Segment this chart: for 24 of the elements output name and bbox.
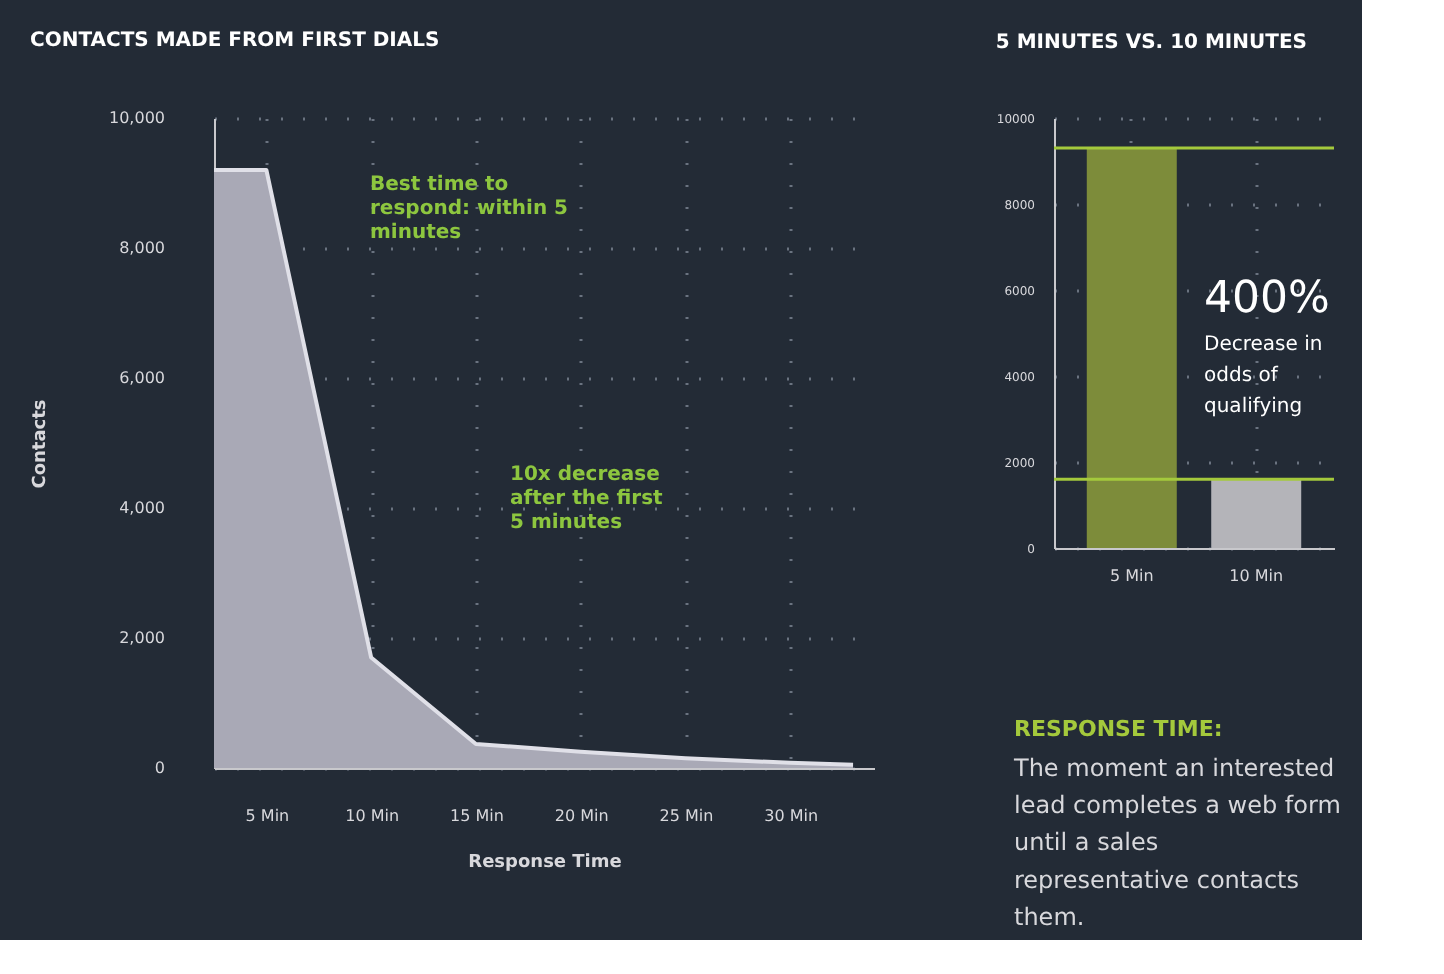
annotation: Best time to respond: within 5 minutes [370, 174, 569, 244]
y-tick-label: 0 [154, 759, 165, 777]
y-tick-label: 8,000 [119, 239, 165, 257]
x-tick-label: 30 Min [764, 807, 819, 825]
text: The moment an interested lead completes a web form until a sales representative contacts them. [1012, 754, 1341, 931]
y-tick-label: 10,000 [109, 109, 165, 127]
annotation: Decrease in odds of qualifying [1204, 334, 1323, 418]
x-tick-label: 5 Min [245, 807, 290, 825]
annotation: 400% [1204, 274, 1330, 324]
x-tick-label: 25 Min [659, 807, 714, 825]
x-tick-label: 10 Min [1229, 567, 1284, 585]
x-tick-label: 5 Min [1109, 567, 1154, 585]
y-axis-title: Contacts [31, 399, 52, 489]
x-tick-label: 15 Min [449, 807, 504, 825]
y-tick-label: 6,000 [119, 369, 165, 387]
chart-title: 5 MINUTES VS. 10 MINUTES [995, 32, 1307, 54]
chart-title: CONTACTS MADE FROM FIRST DIALS [30, 30, 440, 52]
x-tick-label: 20 Min [554, 807, 609, 825]
y-tick-label: 2,000 [119, 629, 165, 647]
x-tick-label: 10 Min [345, 807, 400, 825]
x-axis-title: Response Time [468, 853, 622, 873]
text: RESPONSE TIME: [1014, 716, 1223, 742]
y-tick-label: 4,000 [119, 499, 165, 517]
annotation: 10x decrease after the first 5 minutes [510, 464, 664, 534]
